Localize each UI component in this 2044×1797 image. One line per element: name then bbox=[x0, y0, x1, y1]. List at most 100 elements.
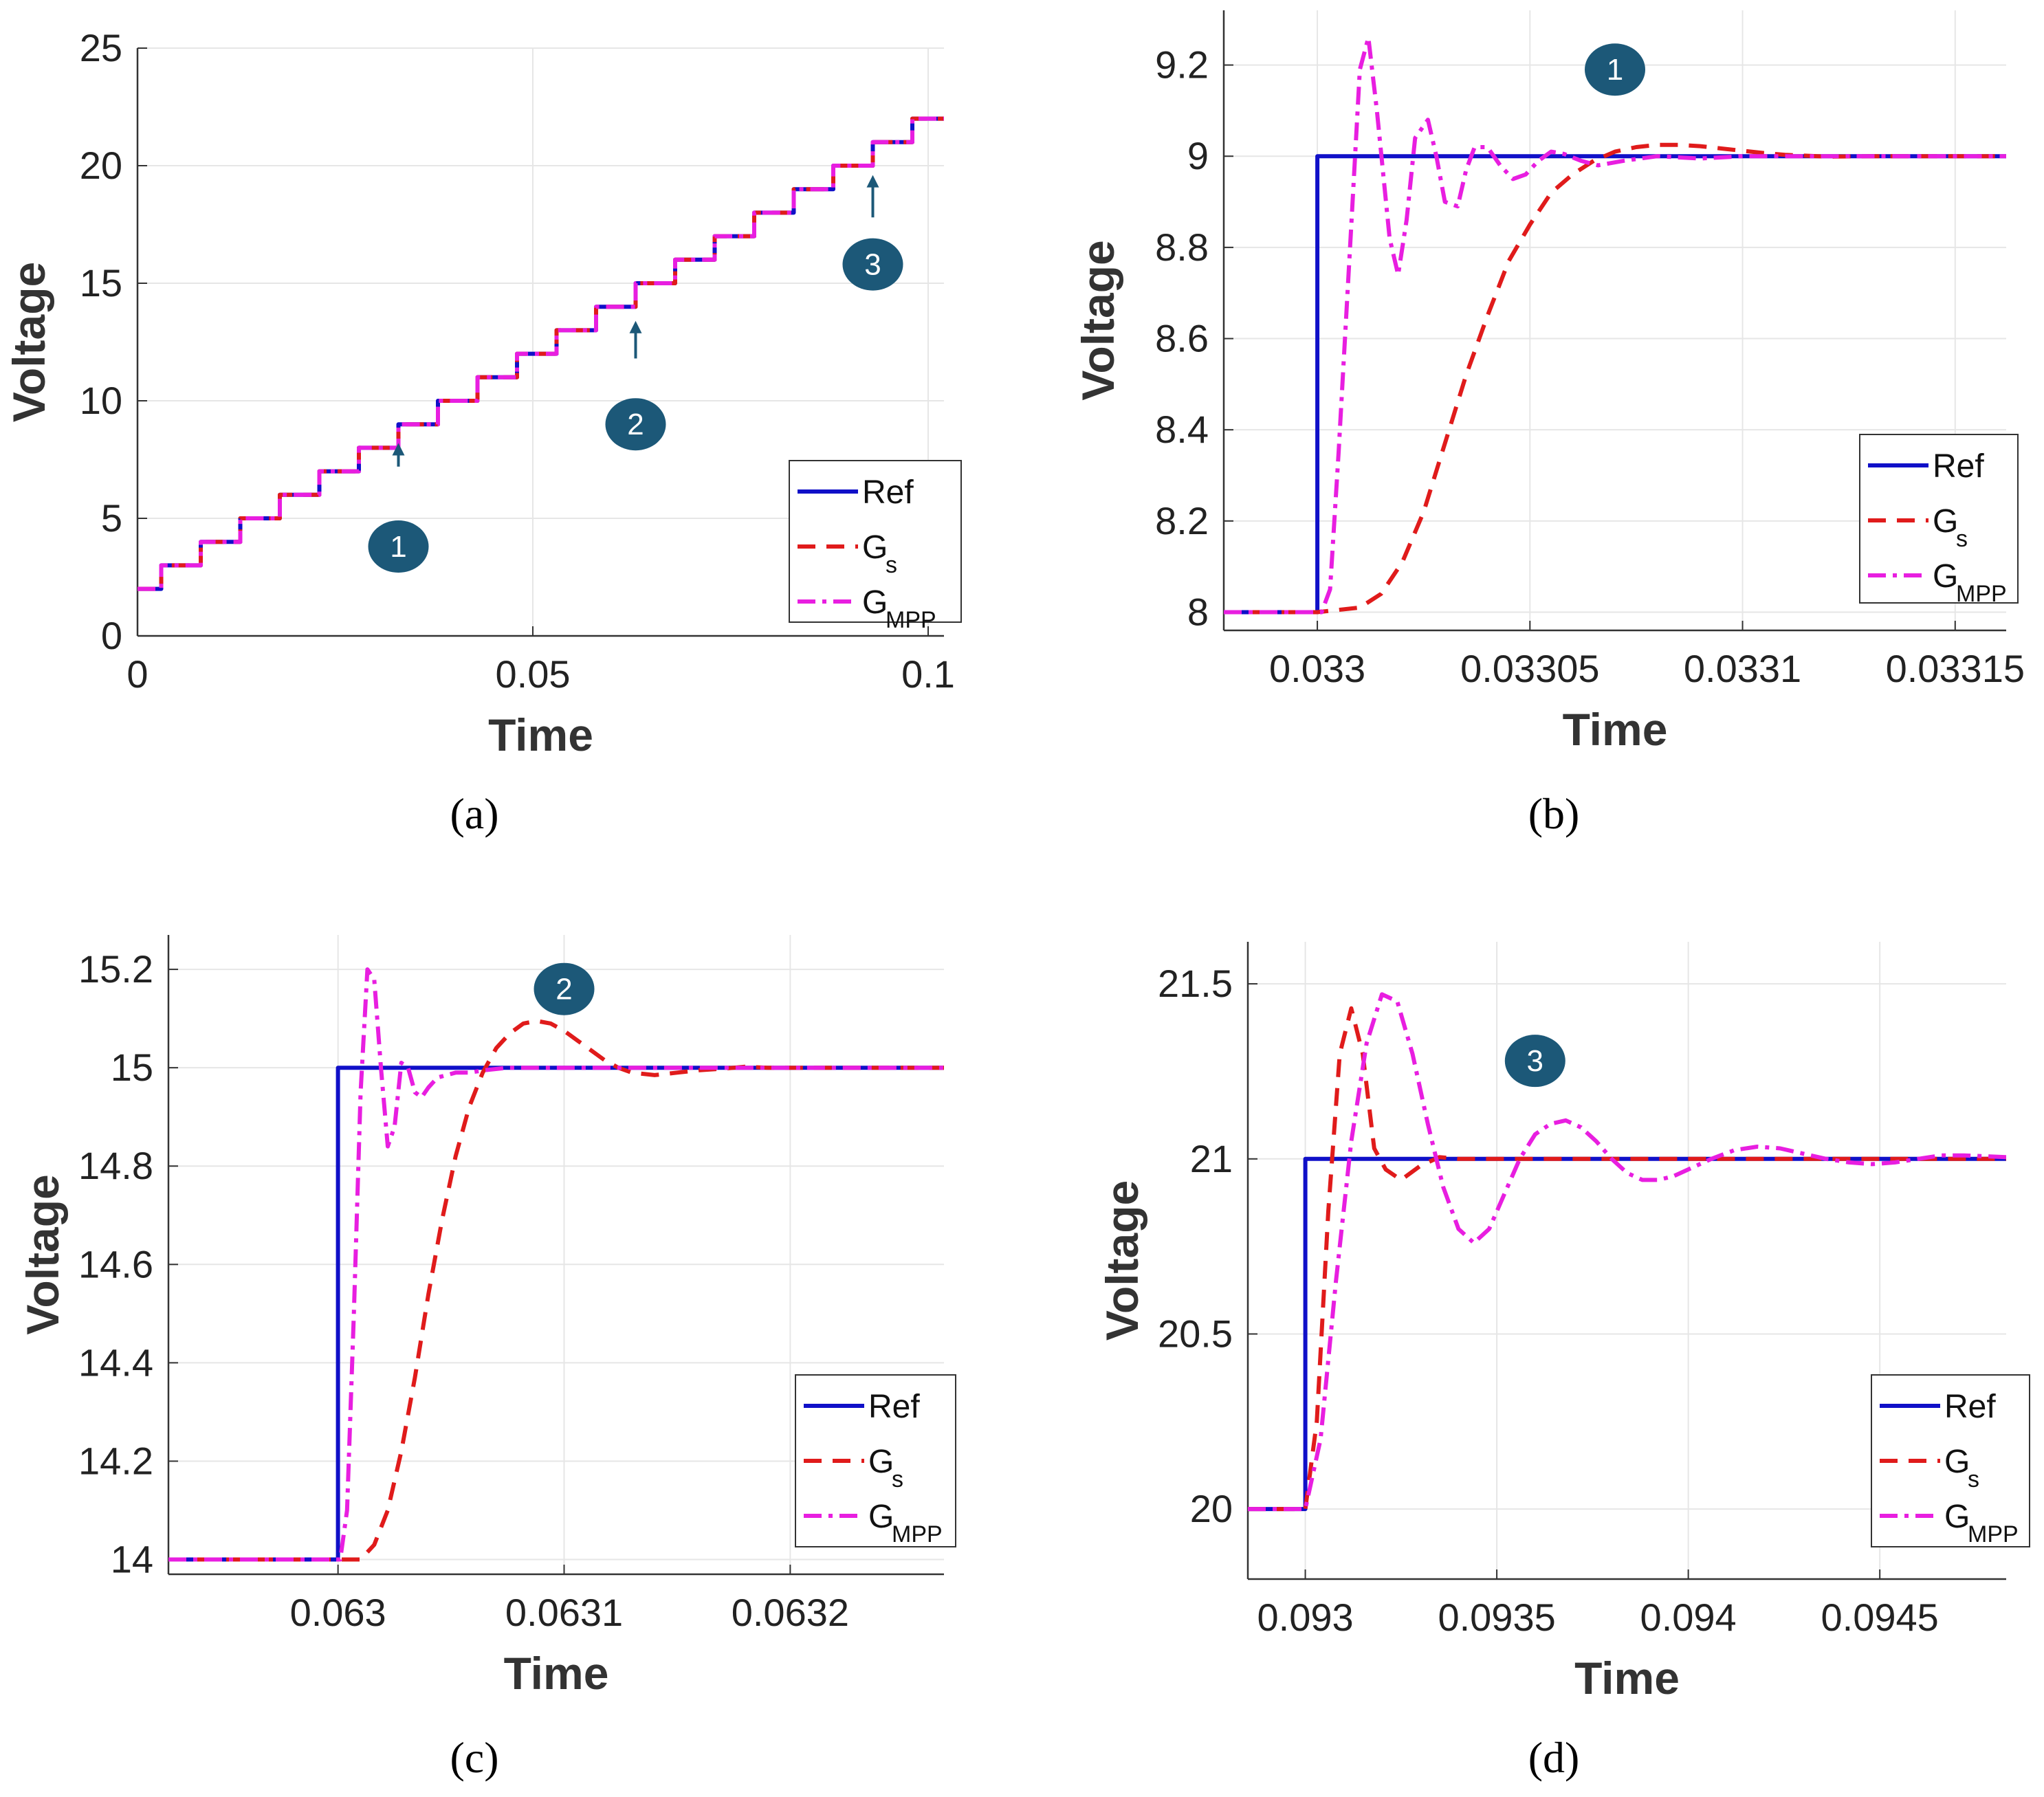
y-tick-label: 15 bbox=[111, 1046, 153, 1089]
y-tick-label: 9.2 bbox=[1155, 43, 1209, 87]
legend-label-sub-gmpp: MPP bbox=[892, 1521, 943, 1547]
y-tick-label: 14.8 bbox=[78, 1144, 153, 1187]
y-tick-label: 8.6 bbox=[1155, 317, 1209, 360]
x-tick-label: 0.03315 bbox=[1886, 647, 2025, 690]
series-gs-line bbox=[1224, 142, 2006, 615]
legend-label-gmpp: G bbox=[868, 1499, 894, 1535]
y-tick-label: 8 bbox=[1187, 590, 1209, 633]
legend-label-gs: G bbox=[1933, 503, 1958, 540]
legend-label-gs: G bbox=[1944, 1444, 1970, 1480]
y-tick-label: 20 bbox=[1190, 1487, 1233, 1530]
y-tick-label: 21.5 bbox=[1158, 962, 1233, 1005]
x-tick-label: 0.0945 bbox=[1821, 1596, 1939, 1639]
legend-label-sub-gs: s bbox=[886, 552, 897, 578]
legend-label-ref: Ref bbox=[862, 474, 914, 511]
legend-label-gmpp: G bbox=[1933, 558, 1958, 595]
annotation-arrow-head bbox=[629, 320, 642, 333]
y-tick-label: 14.4 bbox=[78, 1341, 153, 1384]
y-tick-label: 14.2 bbox=[78, 1439, 153, 1482]
annotation-marker-label: 1 bbox=[1607, 53, 1623, 87]
series-gmpp-line bbox=[1248, 992, 2006, 1512]
y-axis-label: Voltage bbox=[1097, 1180, 1147, 1341]
legend-label-ref: Ref bbox=[868, 1389, 920, 1425]
series-gs-line bbox=[168, 1019, 944, 1562]
legend-label-sub-gs: s bbox=[1968, 1466, 1979, 1492]
x-tick-label: 0.0631 bbox=[505, 1591, 623, 1634]
y-tick-label: 25 bbox=[80, 26, 122, 69]
annotation-marker-label: 3 bbox=[864, 248, 881, 282]
chart-d: 0.093 0.0935 0.094 0.0945 20 20.5 21 21.5 Time Vo… bbox=[1097, 942, 2030, 1782]
caption-d: (d) bbox=[1528, 1733, 1580, 1782]
y-tick-label: 9 bbox=[1187, 134, 1209, 177]
x-axis-label: Time bbox=[504, 1648, 609, 1699]
y-tick-label: 0 bbox=[101, 614, 122, 657]
y-tick-label: 8.2 bbox=[1155, 499, 1209, 542]
legend-label-ref: Ref bbox=[1933, 448, 1984, 485]
y-tick-label: 15 bbox=[80, 261, 122, 305]
annotation-marker bbox=[1504, 1035, 1565, 1088]
series-gmpp-line bbox=[138, 116, 944, 591]
caption-c: (c) bbox=[450, 1733, 498, 1782]
annotation-arrow-head bbox=[392, 443, 405, 456]
legend-label-sub-gs: s bbox=[1956, 526, 1968, 552]
legend-label-gs: G bbox=[862, 529, 888, 566]
y-axis-label: Voltage bbox=[17, 1174, 68, 1334]
legend-box bbox=[789, 460, 962, 623]
y-tick-label: 10 bbox=[80, 379, 122, 422]
chart-b: 0.033 0.03305 0.0331 0.03315 8 8.2 8.4 8.6 8.8 9 9… bbox=[1073, 10, 2025, 838]
x-tick-label: 0.093 bbox=[1257, 1596, 1353, 1639]
y-tick-label: 20 bbox=[80, 144, 122, 187]
legend-label-gmpp: G bbox=[862, 584, 888, 621]
legend-label-ref: Ref bbox=[1944, 1389, 1996, 1425]
x-tick-label: 0.094 bbox=[1640, 1596, 1737, 1639]
chart-c: 0.063 0.0631 0.0632 14 14.2 14.4 14.6 14.8 15 15.… bbox=[17, 935, 956, 1782]
legend-box bbox=[1859, 434, 2019, 604]
x-tick-label: 0.033 bbox=[1269, 647, 1365, 690]
annotation-marker bbox=[534, 962, 595, 1015]
x-axis-label: Time bbox=[488, 709, 593, 760]
legend-box bbox=[795, 1374, 956, 1547]
x-tick-label: 0 bbox=[127, 652, 148, 696]
annotation-marker bbox=[1585, 43, 1645, 96]
annotation-marker-label: 3 bbox=[1527, 1044, 1543, 1078]
x-tick-label: 0.0935 bbox=[1438, 1596, 1555, 1639]
legend-box bbox=[1871, 1374, 2030, 1547]
annotation-marker-label: 2 bbox=[556, 973, 572, 1006]
x-axis-label: Time bbox=[1574, 1653, 1680, 1704]
legend-label-sub-gs: s bbox=[892, 1466, 903, 1492]
legend-label-sub-gmpp: MPP bbox=[886, 607, 936, 633]
annotation-marker-label: 1 bbox=[390, 530, 406, 564]
annotation-marker bbox=[605, 398, 666, 451]
x-tick-label: 0.05 bbox=[496, 652, 571, 696]
caption-a: (a) bbox=[450, 789, 498, 838]
x-tick-label: 0.0331 bbox=[1684, 647, 1801, 690]
legend-label-sub-gmpp: MPP bbox=[1968, 1521, 2019, 1547]
y-tick-label: 15.2 bbox=[78, 947, 153, 991]
y-tick-label: 14.6 bbox=[78, 1242, 153, 1286]
y-axis-label: Voltage bbox=[3, 262, 54, 422]
caption-b: (b) bbox=[1528, 789, 1580, 838]
x-tick-label: 0.0632 bbox=[732, 1591, 849, 1634]
x-tick-label: 0.1 bbox=[901, 652, 955, 696]
y-axis-label: Voltage bbox=[1073, 240, 1123, 400]
y-tick-label: 14 bbox=[111, 1538, 153, 1581]
chart-a: 0 0.05 0.10510152025TimeVoltage123RefGsGMP… bbox=[3, 26, 962, 838]
legend-label-gs: G bbox=[868, 1444, 894, 1480]
annotation-marker bbox=[368, 520, 429, 573]
y-tick-label: 21 bbox=[1190, 1137, 1233, 1180]
x-axis-label: Time bbox=[1563, 704, 1668, 755]
legend-label-sub-gmpp: MPP bbox=[1956, 581, 2007, 607]
annotation-marker bbox=[842, 238, 903, 291]
x-tick-label: 0.063 bbox=[290, 1591, 386, 1634]
annotation-arrow-head bbox=[866, 175, 879, 188]
series-gmpp-line bbox=[1224, 35, 2006, 615]
x-tick-label: 0.03305 bbox=[1460, 647, 1599, 690]
y-tick-label: 8.4 bbox=[1155, 408, 1209, 451]
y-tick-label: 20.5 bbox=[1158, 1312, 1233, 1355]
legend-label-gmpp: G bbox=[1944, 1499, 1970, 1535]
